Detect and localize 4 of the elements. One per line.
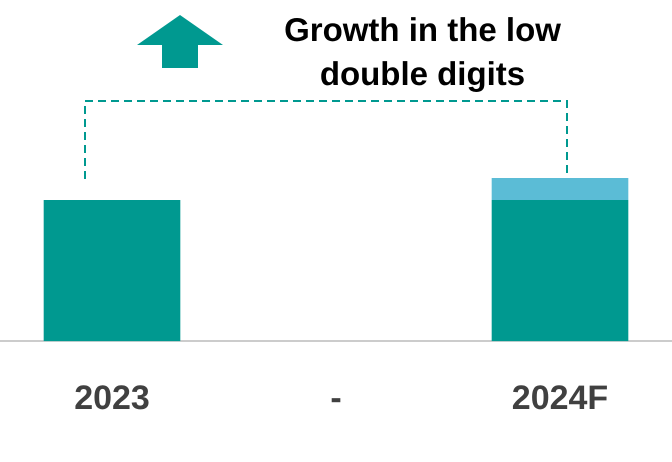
x-tick-label: 2024F: [512, 378, 608, 417]
x-tick-label: 2023: [74, 378, 150, 417]
text: Growth in the low double digits: [283, 10, 562, 94]
x-tick-label: -: [330, 378, 342, 417]
